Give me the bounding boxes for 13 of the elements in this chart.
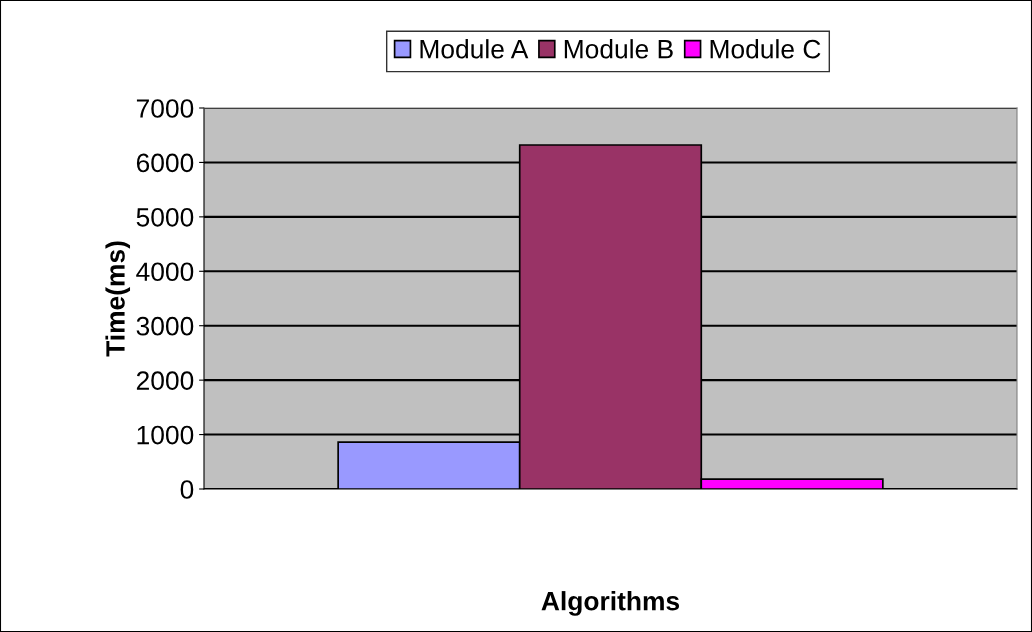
y-tick-label: 1000 — [137, 425, 194, 445]
y-tick-label: 6000 — [136, 153, 194, 173]
y-tick-label: 2000 — [136, 371, 194, 390]
legend-label: Module A — [420, 39, 529, 59]
legend-label: Module B — [564, 39, 673, 59]
y-tick-label: 3000 — [136, 316, 194, 336]
y-tick-label: 4000 — [136, 262, 194, 282]
legend-label: Module C — [710, 39, 821, 59]
x-axis-title: Algorithms — [541, 591, 680, 616]
y-axis-title: Time(ms) — [105, 241, 131, 357]
y-tick-label: 5000 — [136, 207, 194, 227]
y-tick-label: 0 — [180, 480, 194, 499]
y-tick-label: 7000 — [136, 99, 194, 118]
